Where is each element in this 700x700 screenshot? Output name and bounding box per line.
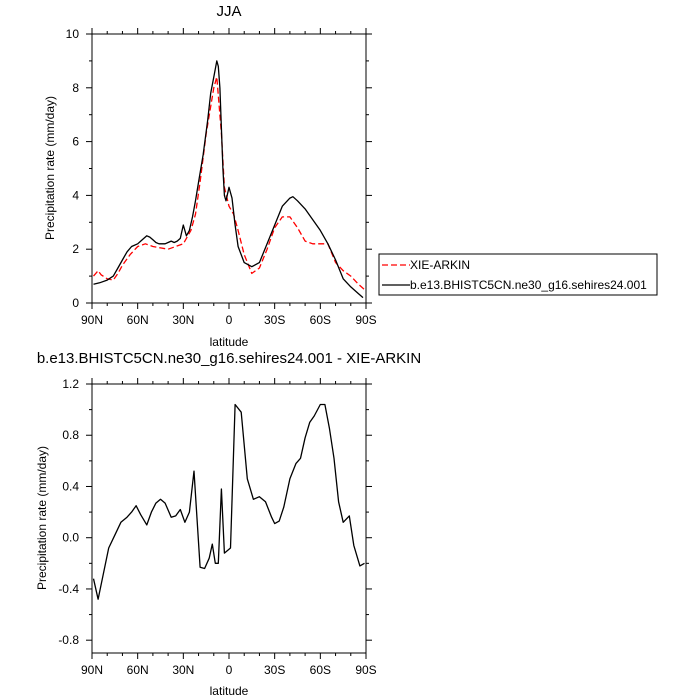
x-tick-label: 0 <box>226 313 233 327</box>
x-tick-label: 60N <box>127 313 149 327</box>
y-tick-label: 8 <box>72 81 79 95</box>
y-tick-label: -0.8 <box>58 633 79 647</box>
chart-top-plot-frame <box>91 33 367 304</box>
chart-bottom-ticks: 90N 60N 30N 0 30S 60S 90S -0.8 -0.4 0.0 0.4 0.8 1.2 <box>58 377 376 677</box>
x-tick-label: 30S <box>264 663 285 677</box>
top-series-line-0 <box>93 76 365 291</box>
x-tick-label: 60N <box>127 663 149 677</box>
y-tick-label: 10 <box>66 27 80 41</box>
chart-bottom-series <box>92 403 365 600</box>
legend-label-xie-arkin: XIE-ARKIN <box>410 258 470 272</box>
legend-label-model: b.e13.BHISTC5CN.ne30_g16.sehires24.001 <box>410 278 647 292</box>
chart-top-legend: XIE-ARKIN b.e13.BHISTC5CN.ne30_g16.sehir… <box>378 253 658 296</box>
x-tick-label: 0 <box>226 663 233 677</box>
x-tick-label: 30N <box>172 663 194 677</box>
chart-top-title: JJA <box>216 3 241 20</box>
y-tick-label: 0 <box>72 296 79 310</box>
x-tick-label: 30N <box>172 313 194 327</box>
x-tick-label: 30S <box>264 313 285 327</box>
chart-bottom-xlabel: latitude <box>210 684 249 698</box>
chart-top-ticks: 90N 60N 30N 0 30S 60S 90S 0 2 4 6 8 10 <box>66 27 377 327</box>
y-tick-label: 0.8 <box>62 428 79 442</box>
y-tick-label: -0.4 <box>58 582 79 596</box>
legend-box <box>378 253 658 296</box>
y-tick-label: 0.4 <box>62 479 79 493</box>
x-tick-label: 60S <box>310 313 331 327</box>
y-tick-label: 0.0 <box>62 531 79 545</box>
chart-top-series <box>93 60 365 299</box>
chart-bottom-title: b.e13.BHISTC5CN.ne30_g16.sehires24.001 -… <box>37 350 421 367</box>
bottom-series-line-0 <box>92 403 365 600</box>
y-tick-label: 6 <box>72 135 79 149</box>
chart-top-xlabel: latitude <box>210 335 249 349</box>
y-tick-label: 2 <box>72 242 79 256</box>
chart-bottom: b.e13.BHISTC5CN.ne30_g16.sehires24.001 -… <box>35 350 421 698</box>
chart-bottom-ylabel: Precipitation rate (mm/day) <box>35 446 49 590</box>
x-tick-label: 60S <box>310 663 331 677</box>
x-tick-label: 90N <box>81 313 103 327</box>
x-tick-label: 90S <box>355 313 376 327</box>
chart-bottom-plot-frame <box>91 383 367 654</box>
y-tick-label: 1.2 <box>62 377 79 391</box>
chart-top-ylabel: Precipitation rate (mm/day) <box>43 96 57 240</box>
top-series-line-1 <box>93 60 364 299</box>
y-tick-label: 4 <box>72 188 79 202</box>
x-tick-label: 90S <box>355 663 376 677</box>
x-tick-label: 90N <box>81 663 103 677</box>
